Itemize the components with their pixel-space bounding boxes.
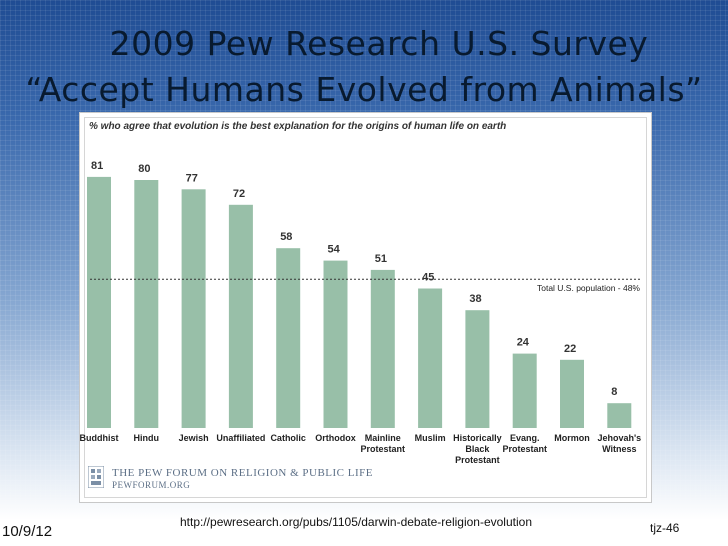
bar-value-label: 58: [280, 231, 292, 243]
bar: [323, 260, 348, 428]
category-label: Unaffiliated: [216, 433, 265, 443]
category-label: Catholic: [270, 433, 306, 443]
category-label: Jewish: [179, 433, 209, 443]
bar: [418, 288, 443, 428]
bar: [560, 359, 584, 428]
chart-title: % who agree that evolution is the best e…: [89, 121, 507, 132]
bar-value-label: 22: [564, 343, 576, 355]
category-label: Mormon: [554, 433, 590, 443]
chart-inner-frame: [84, 117, 647, 498]
bar-value-label: 24: [517, 337, 530, 349]
source-url[interactable]: http://pewresearch.org/pubs/1105/darwin-…: [180, 515, 532, 529]
slide-title-line2: “Accept Humans Evolved from Animals”: [25, 70, 703, 109]
bar-value-label: 77: [186, 172, 198, 184]
bar: [370, 269, 395, 428]
slide-date: 10/9/12: [2, 523, 53, 540]
bar-value-label: 45: [422, 272, 434, 284]
bar: [465, 310, 490, 428]
category-label: Jehovah's Witness: [597, 433, 641, 454]
bar-value-label: 38: [469, 293, 481, 305]
bar-value-label: 54: [328, 244, 341, 256]
bar: [181, 189, 206, 428]
bar-value-label: 80: [138, 163, 150, 175]
category-label: Buddhist: [80, 433, 119, 443]
bar: [276, 248, 301, 428]
category-label: Mainline Protestant: [361, 433, 406, 454]
reference-line-label: Total U.S. population - 48%: [537, 283, 640, 293]
logo-name: The Pew Forum on Religion & Public Life: [112, 467, 373, 479]
bar: [607, 403, 632, 428]
category-label: Muslim: [415, 433, 446, 443]
bar-value-label: 81: [91, 160, 103, 172]
bar: [512, 353, 537, 428]
slide-title-line1: 2009 Pew Research U.S. Survey: [109, 24, 649, 63]
pew-forum-logo-icon: [88, 466, 104, 488]
bar: [228, 204, 253, 428]
logo-site: pewforum.org: [112, 480, 191, 490]
slide-page-code: tjz-46: [650, 521, 680, 535]
category-label: Evang. Protestant: [502, 433, 547, 454]
category-label: Hindu: [134, 433, 160, 443]
bar-value-label: 72: [233, 188, 245, 200]
category-label: Orthodox: [315, 433, 356, 443]
bar-value-label: 51: [375, 253, 387, 265]
category-label: Historically Black Protestant: [453, 433, 502, 465]
bar: [134, 180, 159, 428]
bar-value-label: 8: [611, 386, 617, 398]
bar: [87, 176, 111, 428]
